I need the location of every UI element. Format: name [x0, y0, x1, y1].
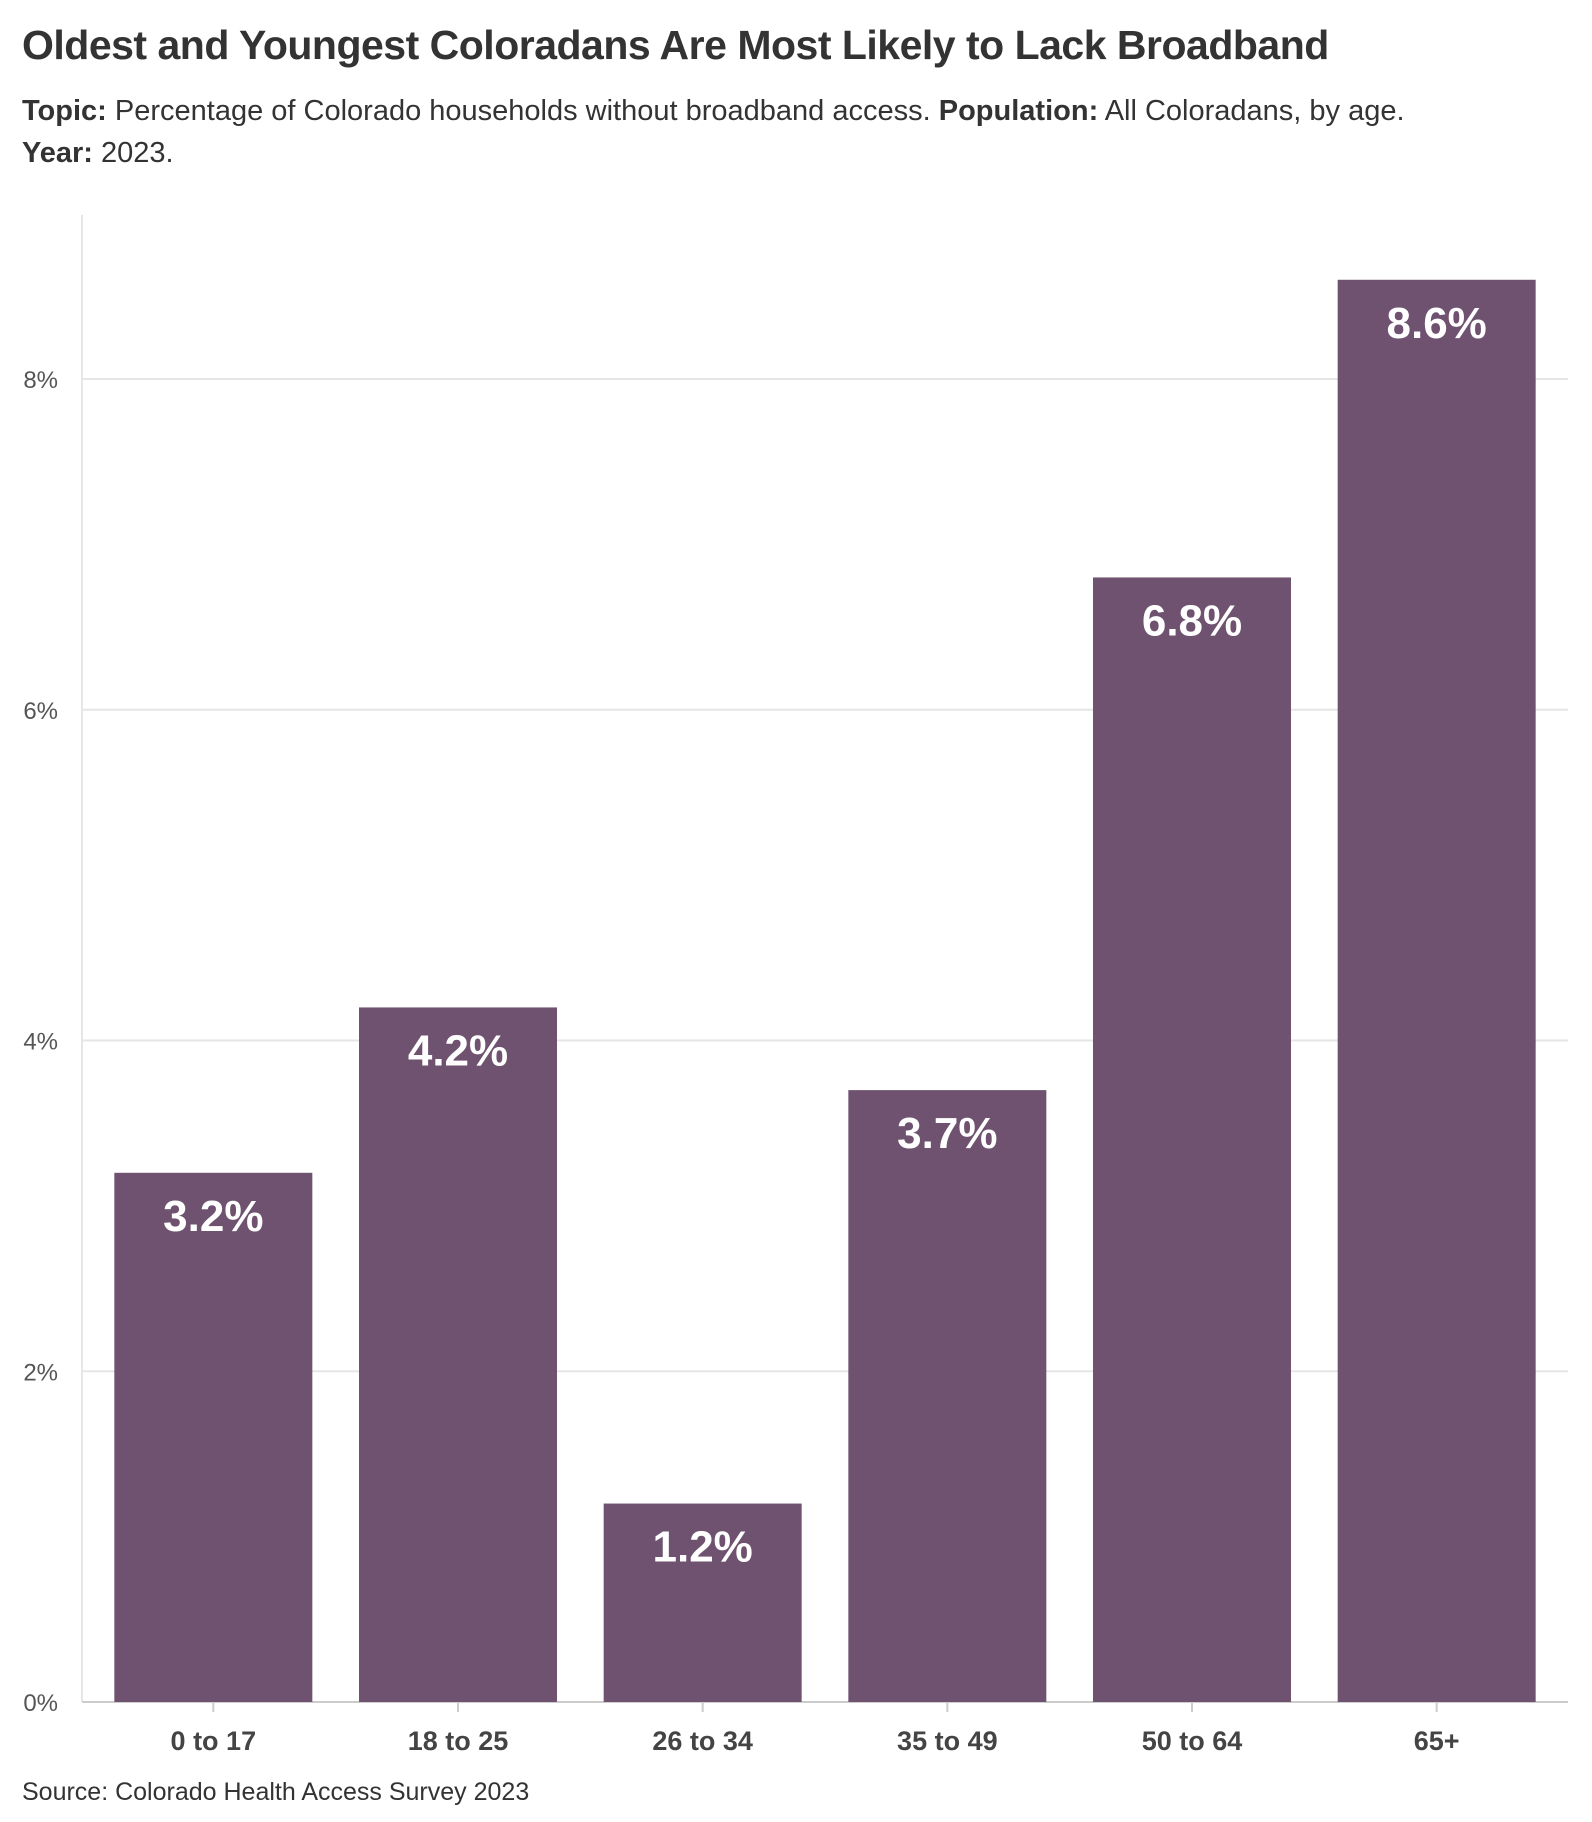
- y-tick-label: 8%: [23, 367, 58, 394]
- chart-subtitle: Topic: Percentage of Colorado households…: [22, 90, 1572, 174]
- data-label: 3.2%: [163, 1192, 263, 1241]
- x-tick-labels: 0 to 17 18 to 25 26 to 34 35 to 49 50 to 64 6…: [171, 1726, 1460, 1756]
- bar: [359, 1007, 557, 1702]
- x-tick-label: 0 to 17: [171, 1726, 257, 1756]
- bar: [848, 1090, 1047, 1702]
- bar: [603, 1503, 802, 1702]
- bar: [1093, 577, 1291, 1703]
- y-tick-label: 4%: [23, 1029, 58, 1056]
- year-label: Year:: [22, 137, 93, 169]
- year-text: 2023.: [101, 137, 174, 169]
- data-label: 3.7%: [897, 1109, 997, 1158]
- topic-text: Percentage of Colorado households withou…: [114, 95, 931, 127]
- x-tick-label: 26 to 34: [652, 1726, 753, 1756]
- bar-chart: 3.2% 4.2% 1.2% 3.7% 6.8% 8.6% 0 to 17 18 to 25…: [23, 215, 1568, 1756]
- data-labels: 3.2% 4.2% 1.2% 3.7% 6.8% 8.6%: [163, 299, 1487, 1572]
- data-label: 1.2%: [653, 1523, 753, 1572]
- x-tick-label: 35 to 49: [897, 1726, 998, 1756]
- axes: [81, 215, 1568, 1712]
- data-label: 6.8%: [1142, 596, 1242, 645]
- data-label: 8.6%: [1387, 299, 1487, 348]
- y-tick-label: 6%: [23, 698, 58, 725]
- grid-lines: [82, 378, 1568, 1373]
- source-note: Source: Colorado Health Access Survey 20…: [22, 1778, 530, 1806]
- y-tick-label: 2%: [23, 1359, 58, 1386]
- x-tick-label: 50 to 64: [1142, 1726, 1243, 1756]
- bar: [114, 1172, 313, 1702]
- population-text: All Coloradans, by age.: [1104, 95, 1405, 127]
- x-tick-label: 18 to 25: [408, 1726, 509, 1756]
- y-tick-label: 0%: [23, 1690, 58, 1717]
- bars: [114, 279, 1536, 1703]
- bar: [1337, 279, 1536, 1702]
- x-tick-label: 65+: [1414, 1726, 1460, 1756]
- topic-label: Topic:: [22, 95, 107, 127]
- data-label: 4.2%: [408, 1026, 508, 1075]
- y-tick-labels: 0% 2% 4% 6% 8%: [23, 367, 58, 1717]
- chart-title: Oldest and Youngest Coloradans Are Most …: [22, 22, 1329, 68]
- population-label: Population:: [938, 95, 1099, 127]
